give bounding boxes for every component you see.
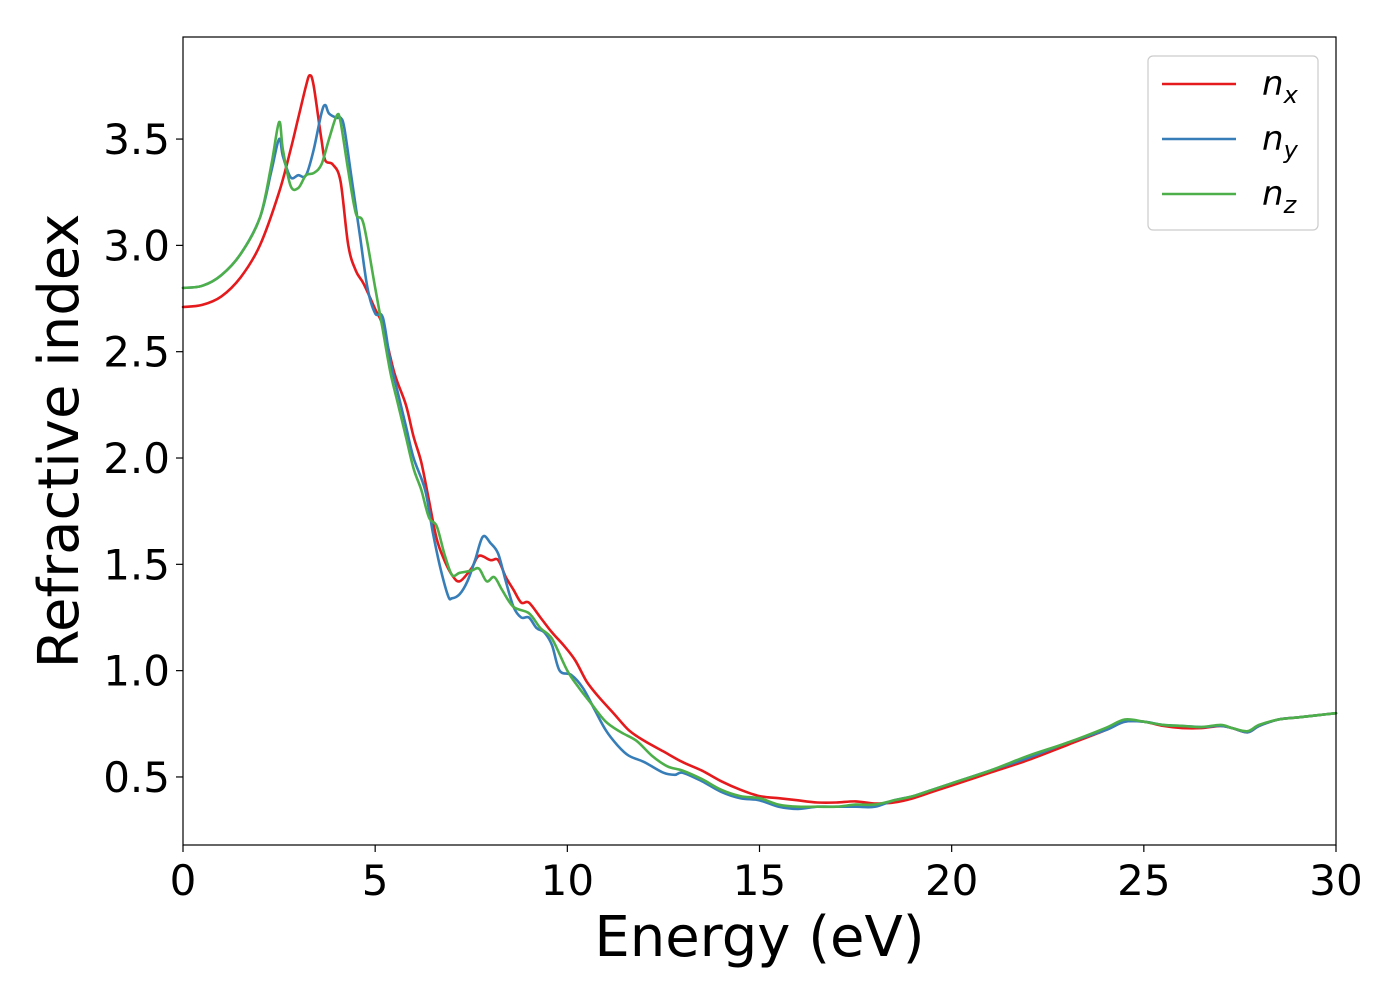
y-axis-ticks: 0.5 1.0 1.5 2.0 2.5 3.0 3.5 xyxy=(103,115,183,802)
x-axis-title: Energy (eV) xyxy=(594,905,924,970)
x-axis-ticks: 0 5 10 15 20 25 30 xyxy=(170,845,1363,905)
y-axis-title: Refractive index xyxy=(27,214,92,669)
legend-label-nx: nx xyxy=(1262,64,1299,109)
series-layer xyxy=(181,74,1338,811)
y-tick-label: 2.0 xyxy=(103,434,170,483)
legend-label-nz: nz xyxy=(1262,174,1298,219)
legend-label-ny: ny xyxy=(1262,119,1299,164)
plot-background xyxy=(183,37,1336,845)
y-tick-label: 0.5 xyxy=(103,753,170,802)
y-tick-label: 1.5 xyxy=(103,540,170,589)
x-tick-label: 0 xyxy=(170,856,197,905)
x-tick-label: 15 xyxy=(733,856,786,905)
legend-box xyxy=(1147,55,1319,231)
y-tick-label: 2.5 xyxy=(103,328,170,377)
x-tick-label: 20 xyxy=(925,856,978,905)
x-tick-label: 30 xyxy=(1309,856,1362,905)
x-tick-label: 10 xyxy=(541,856,594,905)
series-line-nz xyxy=(181,112,1338,809)
y-tick-label: 3.5 xyxy=(103,115,170,164)
y-tick-label: 1.0 xyxy=(103,647,170,696)
legend-items: nx ny nz xyxy=(1162,64,1299,219)
y-tick-label: 3.0 xyxy=(103,221,170,270)
x-tick-label: 5 xyxy=(362,856,389,905)
x-tick-label: 25 xyxy=(1117,856,1170,905)
legend: nx ny nz xyxy=(1147,55,1319,231)
